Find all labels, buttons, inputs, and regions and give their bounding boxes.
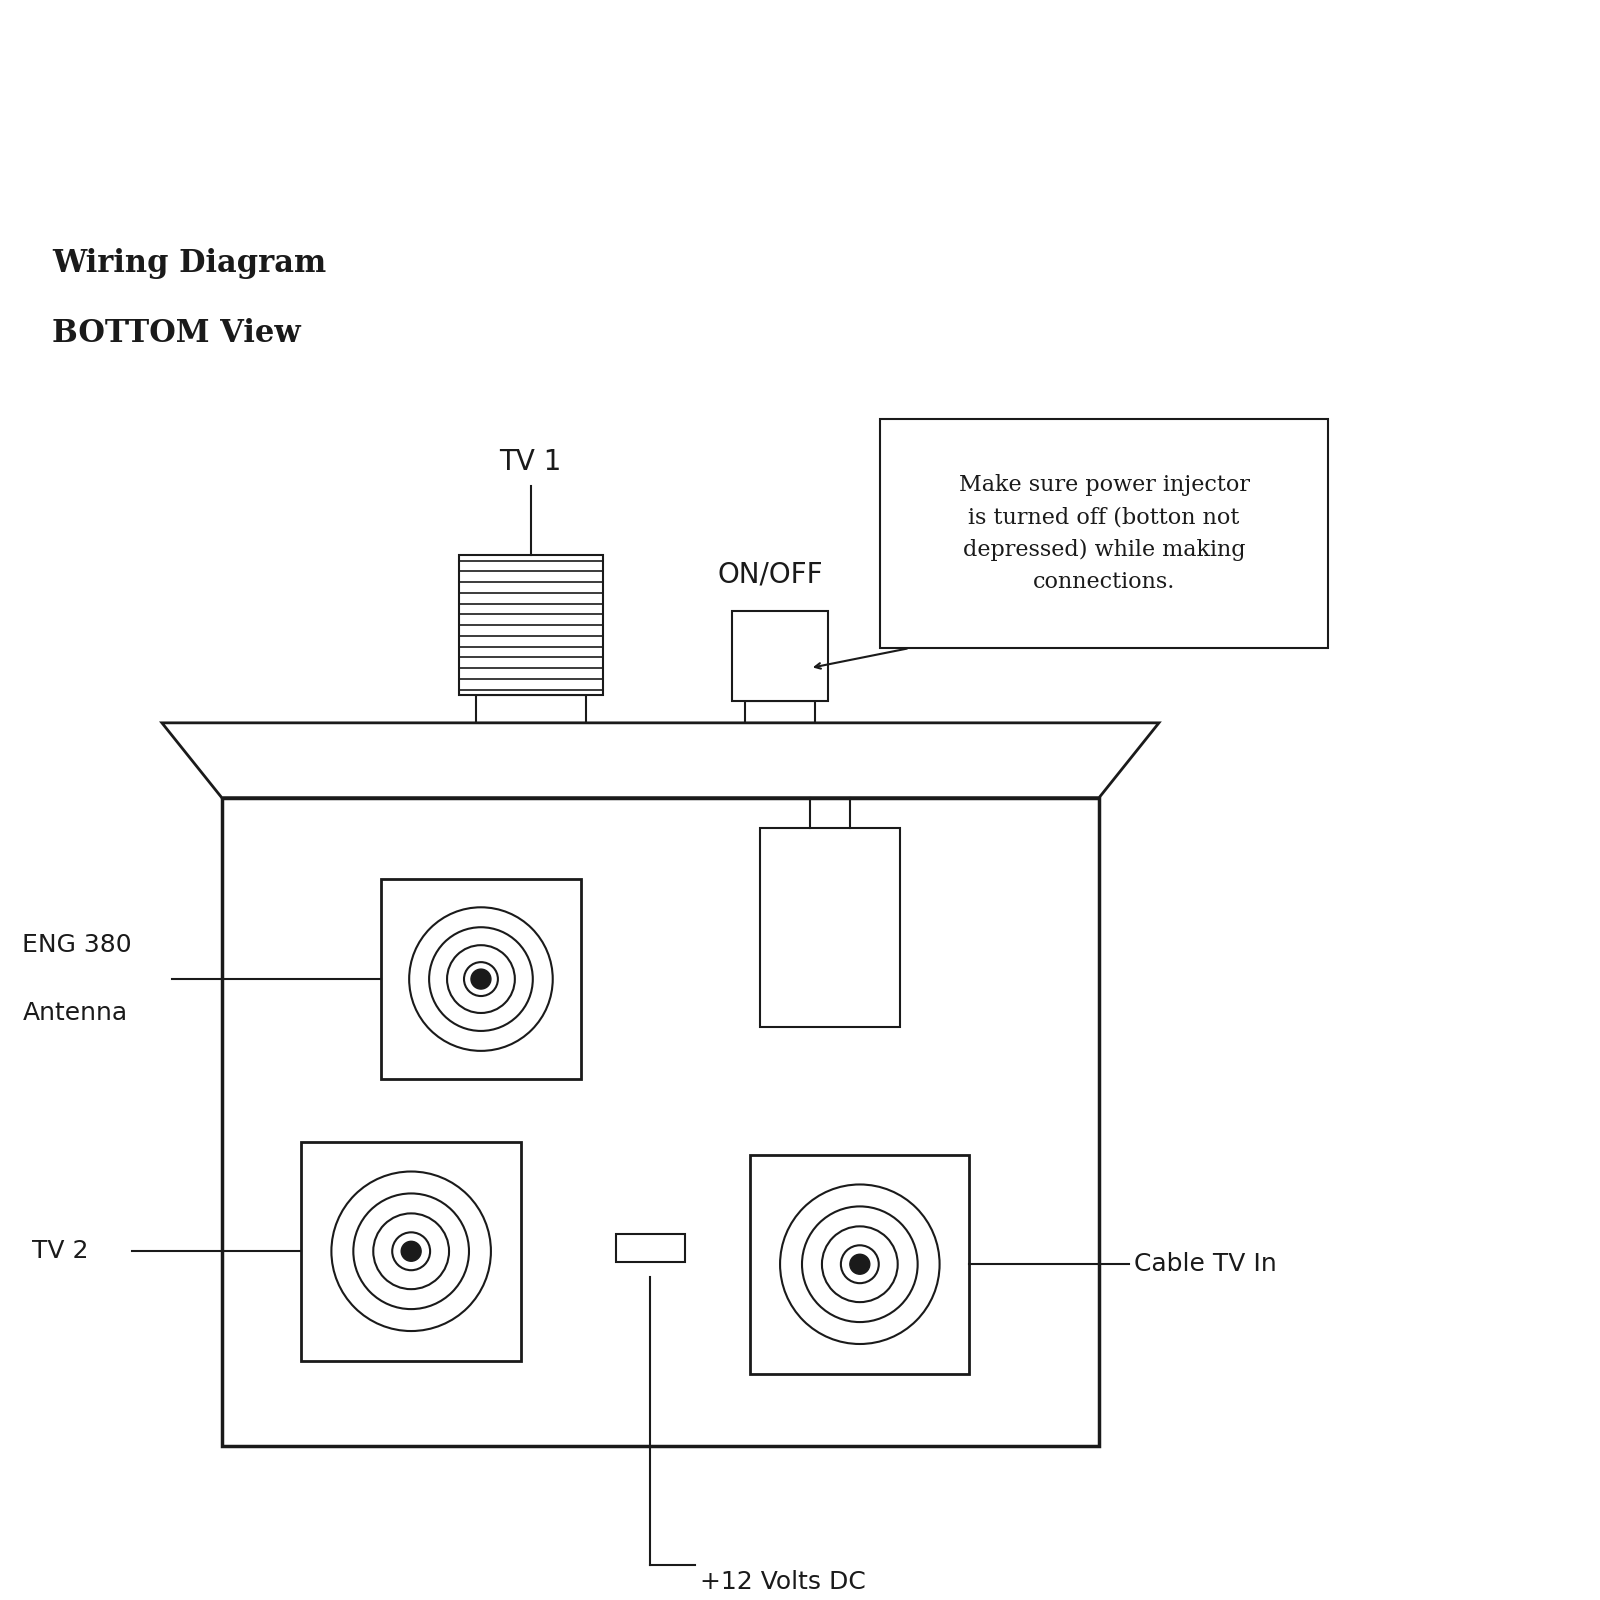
- Circle shape: [446, 946, 515, 1013]
- Circle shape: [331, 1171, 491, 1331]
- Circle shape: [822, 1226, 898, 1302]
- Text: TV 2: TV 2: [32, 1240, 88, 1264]
- Bar: [880, 419, 1328, 648]
- Circle shape: [354, 1194, 469, 1309]
- Text: BOTTOM View: BOTTOM View: [53, 318, 301, 349]
- Bar: [746, 701, 814, 723]
- Text: TV 1: TV 1: [499, 448, 562, 475]
- Bar: [616, 1234, 685, 1262]
- Text: Make sure power injector
is turned off (botton not
depressed) while making
conne: Make sure power injector is turned off (…: [958, 474, 1250, 592]
- Bar: [459, 555, 603, 694]
- Bar: [222, 798, 1099, 1446]
- Text: ENG 380: ENG 380: [22, 933, 131, 957]
- Text: +12 Volts DC: +12 Volts DC: [701, 1570, 866, 1594]
- Circle shape: [850, 1254, 870, 1274]
- Circle shape: [373, 1213, 450, 1290]
- Bar: [381, 880, 581, 1078]
- Text: Cable TV In: Cable TV In: [1134, 1253, 1277, 1277]
- Circle shape: [781, 1184, 939, 1344]
- Text: ON/OFF: ON/OFF: [717, 560, 822, 589]
- Polygon shape: [162, 723, 1158, 798]
- Text: Antenna: Antenna: [22, 1002, 128, 1026]
- Circle shape: [802, 1206, 918, 1322]
- Bar: [750, 1155, 970, 1374]
- Bar: [760, 827, 899, 1027]
- Circle shape: [470, 970, 491, 989]
- Circle shape: [392, 1232, 430, 1270]
- Circle shape: [464, 962, 498, 997]
- Bar: [475, 694, 586, 723]
- Text: Wiring Diagram: Wiring Diagram: [53, 248, 326, 278]
- Circle shape: [410, 907, 552, 1051]
- Bar: [733, 611, 827, 701]
- Circle shape: [402, 1242, 421, 1261]
- Bar: [301, 1142, 522, 1362]
- Circle shape: [429, 928, 533, 1030]
- Circle shape: [842, 1245, 878, 1283]
